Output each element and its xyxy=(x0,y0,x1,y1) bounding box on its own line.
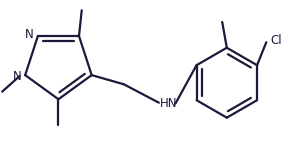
Text: HN: HN xyxy=(160,97,177,110)
Text: N: N xyxy=(25,28,34,41)
Text: N: N xyxy=(12,70,21,82)
Text: Cl: Cl xyxy=(270,34,282,47)
